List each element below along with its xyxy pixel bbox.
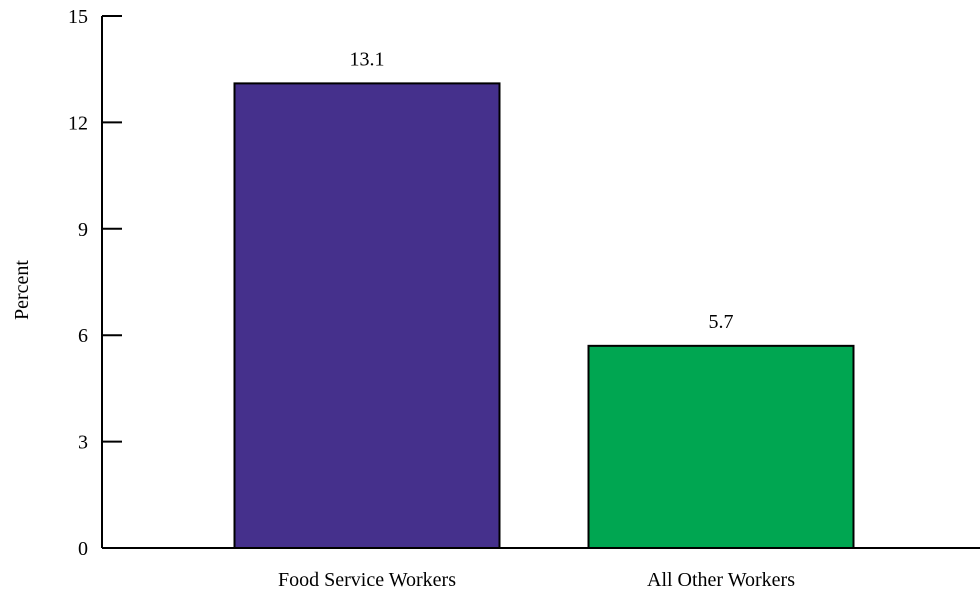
x-category-label: Food Service Workers — [278, 569, 456, 591]
y-tick-label: 0 — [78, 538, 88, 560]
chart-bars — [233, 82, 855, 550]
y-axis-title: Percent — [11, 260, 33, 320]
bar-value-label: 13.1 — [350, 48, 385, 70]
x-category-label: All Other Workers — [647, 569, 795, 591]
y-tick-label: 9 — [78, 219, 88, 241]
chart-labels: 0 3 6 9 12 15 13.1 Food Service Workers 5.7 All O… — [68, 6, 795, 591]
bar-2 — [587, 344, 855, 549]
y-tick-label: 15 — [68, 6, 88, 28]
bar-1 — [233, 82, 501, 550]
y-tick-label: 6 — [78, 325, 88, 347]
y-tick-label: 3 — [78, 432, 88, 454]
y-tick-label: 12 — [68, 112, 88, 134]
bar-value-label: 5.7 — [709, 311, 734, 333]
